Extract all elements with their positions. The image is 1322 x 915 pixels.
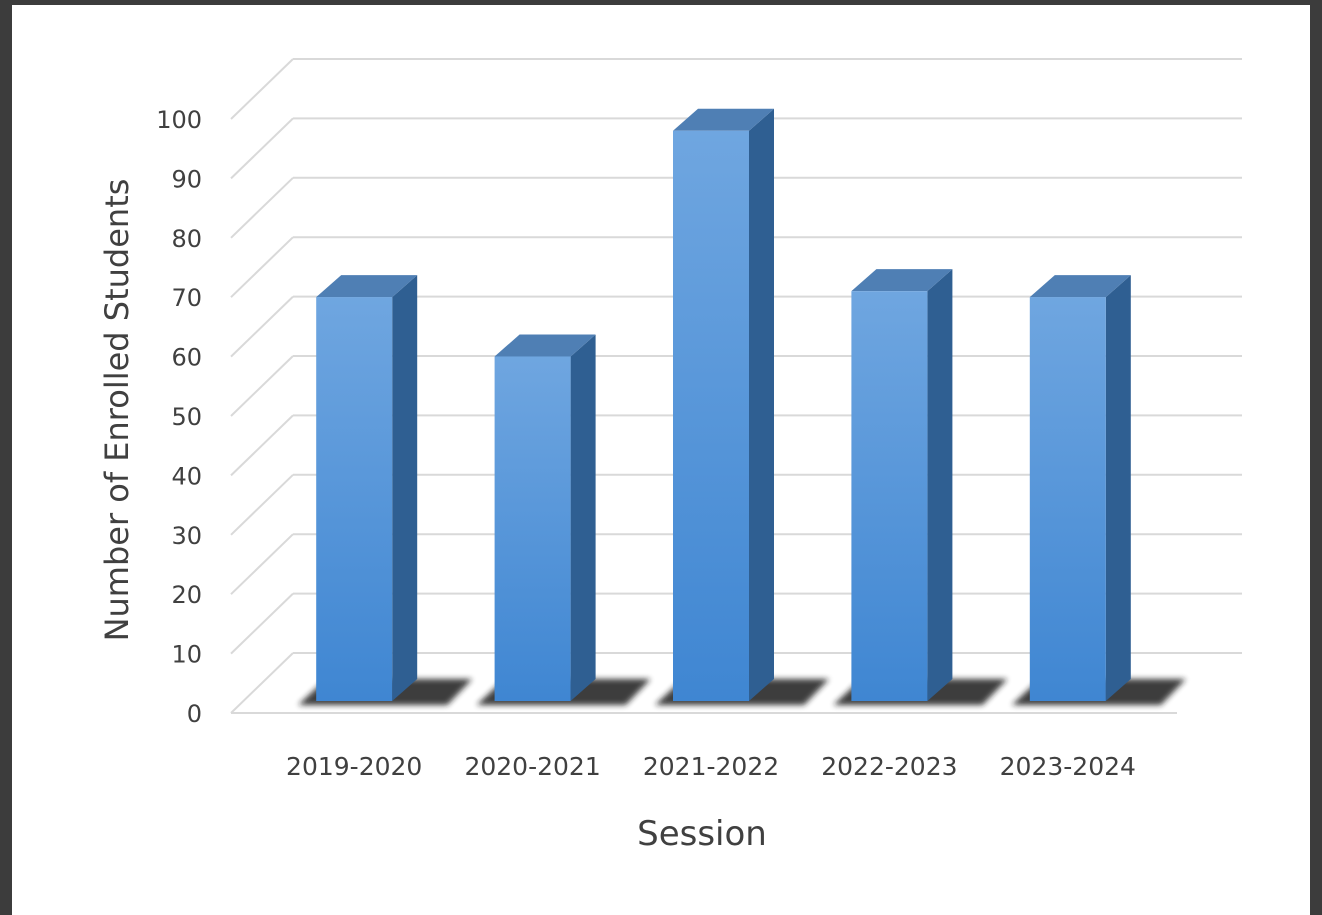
- y-tick-label: 20: [171, 581, 202, 609]
- x-axis-categories: 2019-2020 2020-2021 2021-2022 2022-2023 2023…: [286, 752, 1136, 781]
- bar-top: [494, 334, 596, 357]
- bar-side: [749, 108, 774, 701]
- bars: [298, 108, 1186, 705]
- y-tick-label: 10: [171, 641, 202, 669]
- bar-side: [1105, 275, 1131, 701]
- gridline-side: [230, 117, 294, 180]
- y-axis-title: Number of Enrolled Students: [98, 179, 136, 642]
- y-tick-label: 80: [171, 225, 202, 253]
- gridline-side: [230, 295, 294, 358]
- bar-top: [673, 108, 774, 131]
- gridline-side: [230, 58, 294, 120]
- x-category-label: 2020-2021: [464, 752, 600, 781]
- x-category-label: 2022-2023: [821, 752, 957, 781]
- y-axis-ticks: 0 10 20 30 40 50 60 70 80 90 100: [156, 106, 202, 728]
- bar-chart: 0 10 20 30 40 50 60 70 80 90 100 2019-2020 2020-202…: [98, 58, 1242, 854]
- y-tick-label: 0: [187, 700, 202, 728]
- bar: [316, 297, 393, 701]
- y-tick-label: 60: [171, 344, 202, 372]
- gridline-side: [230, 652, 294, 714]
- bar: [673, 130, 749, 701]
- bar-top: [316, 275, 418, 298]
- y-tick-label: 90: [171, 165, 202, 193]
- bar-side: [570, 334, 596, 701]
- gridline-side: [230, 177, 294, 239]
- y-tick-label: 100: [156, 106, 202, 134]
- gridline-side: [230, 533, 294, 595]
- bar-top: [851, 269, 953, 292]
- bar: [1029, 297, 1106, 701]
- x-category-label: 2019-2020: [286, 752, 422, 781]
- y-tick-label: 40: [171, 462, 202, 490]
- gridline-side: [230, 355, 294, 417]
- x-category-label: 2021-2022: [643, 752, 779, 781]
- bar-side: [392, 275, 418, 701]
- gridline-side: [230, 474, 294, 536]
- y-tick-label: 70: [171, 284, 202, 312]
- chart-frame: 0 10 20 30 40 50 60 70 80 90 100 2019-2020 2020-202…: [12, 5, 1310, 915]
- bar: [494, 356, 571, 701]
- x-category-label: 2023-2024: [1000, 752, 1136, 781]
- gridline-side: [230, 414, 294, 477]
- gridline-side: [230, 592, 294, 655]
- y-tick-label: 30: [171, 522, 202, 550]
- y-tick-label: 50: [171, 403, 202, 431]
- x-axis-title: Session: [637, 814, 767, 854]
- gridline-side: [230, 236, 294, 298]
- bar-top: [1029, 275, 1131, 298]
- bar-side: [927, 269, 953, 701]
- bar: [851, 291, 928, 701]
